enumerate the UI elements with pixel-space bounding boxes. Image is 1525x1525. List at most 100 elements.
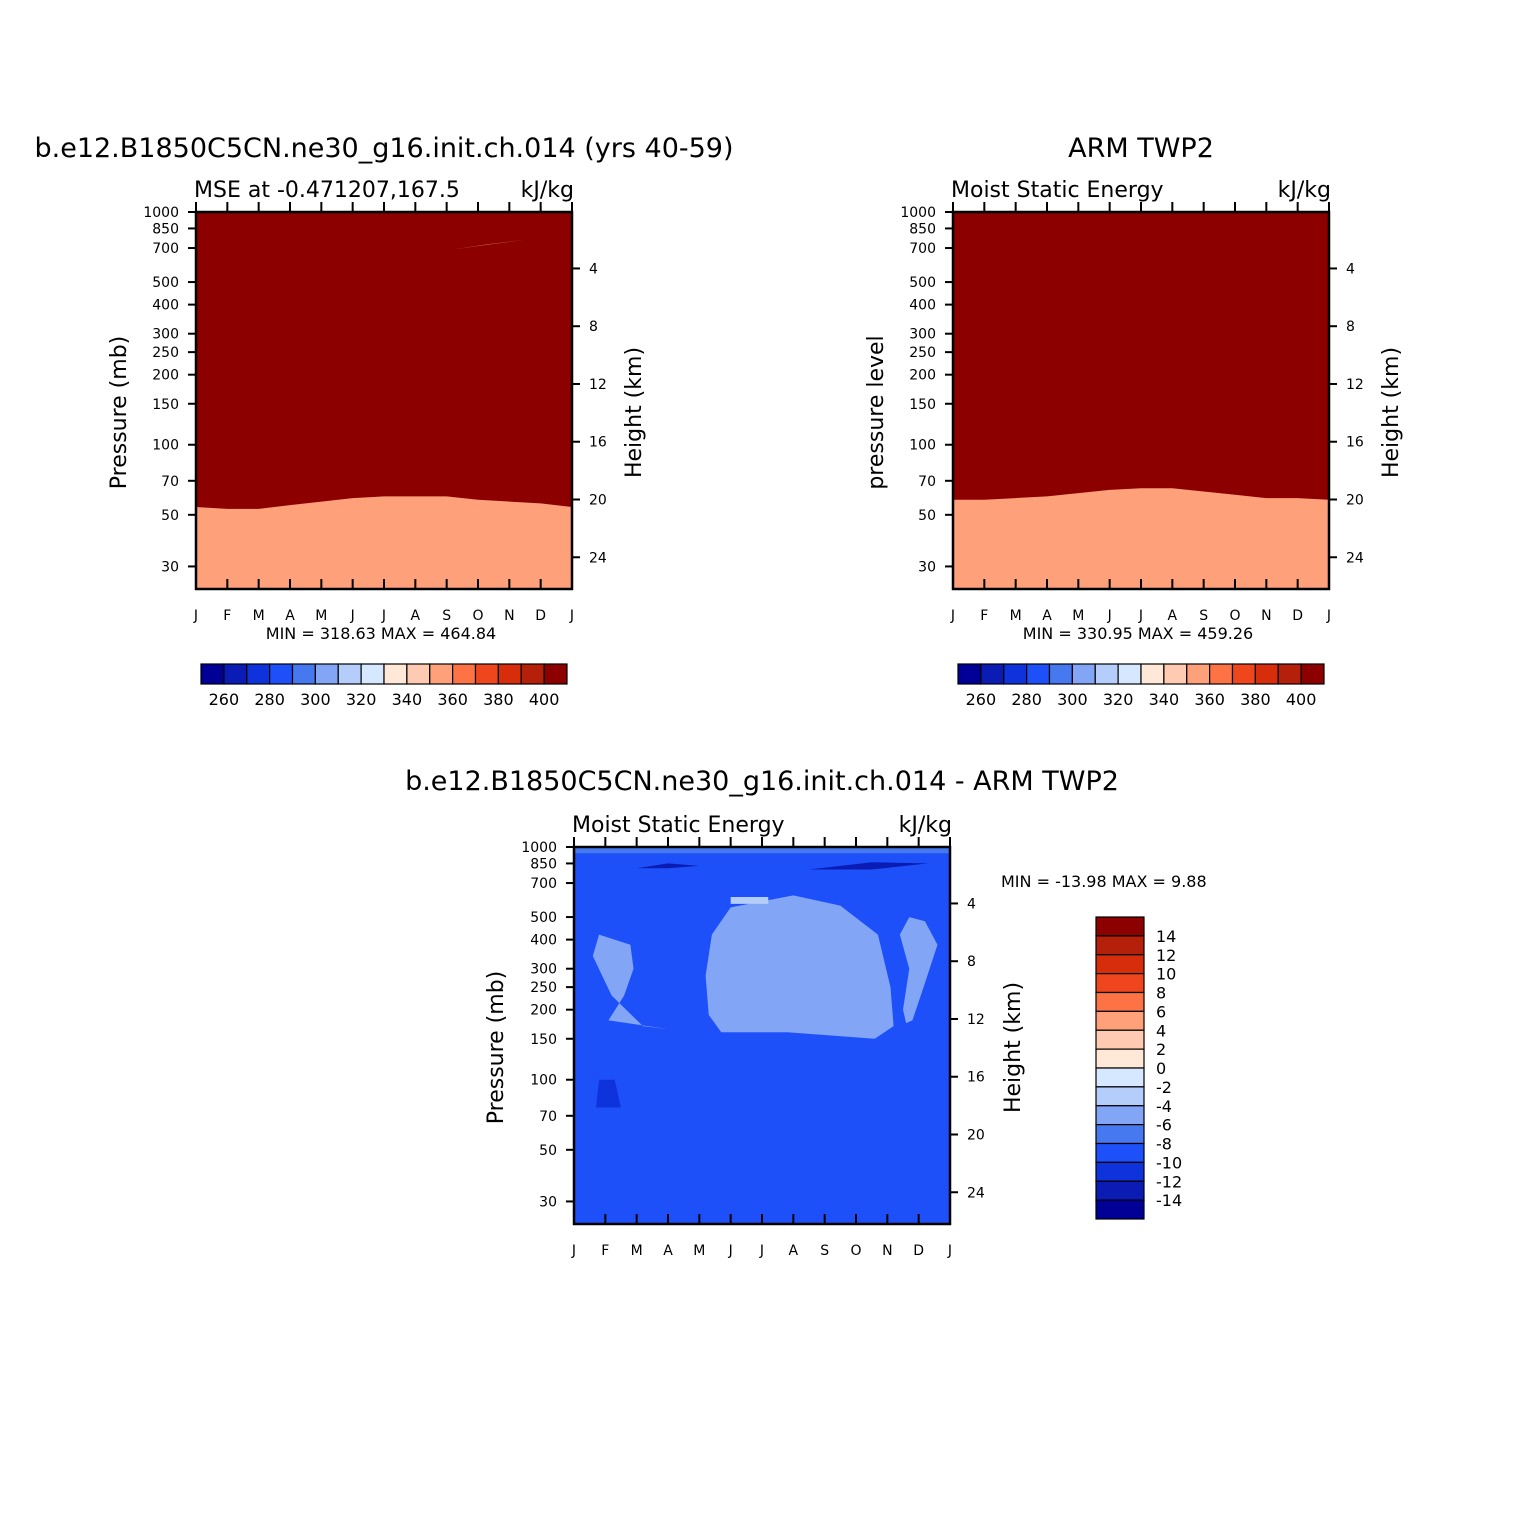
contour-field [953, 212, 1329, 589]
colorbar-label: 400 [529, 690, 560, 709]
min-max-label: MIN = 318.63 MAX = 464.84 [266, 624, 496, 643]
pressure-tick-label: 1000 [143, 205, 179, 221]
colorbar-box [383, 663, 408, 685]
height-tick-label: 24 [967, 1185, 985, 1201]
height-tick-label: 16 [1346, 435, 1364, 451]
colorbar-label: 4 [1156, 1021, 1166, 1040]
contour-blob [705, 895, 894, 1039]
colorbar-label: 280 [254, 690, 285, 709]
pressure-tick-label: 500 [909, 275, 936, 291]
colorbar-label: 320 [346, 690, 377, 709]
pressure-tick-label: 150 [909, 397, 936, 413]
height-tick-label: 8 [589, 319, 598, 335]
colorbar-label: 360 [437, 690, 468, 709]
colorbar-box [543, 663, 568, 685]
min-max-label: MIN = -13.98 MAX = 9.88 [1001, 872, 1207, 891]
height-tick-label: 8 [967, 954, 976, 970]
colorbar-label: 8 [1156, 984, 1166, 1003]
colorbar-box [1095, 1029, 1145, 1050]
colorbar-box [291, 663, 316, 685]
month-tick-label: F [601, 1243, 609, 1259]
month-tick-label: M [253, 608, 265, 624]
colorbar-label: 14 [1156, 927, 1176, 946]
month-tick-label: F [980, 608, 988, 624]
colorbar-label: 400 [1286, 690, 1317, 709]
pressure-tick-label: 50 [918, 508, 936, 524]
height-tick-label: 20 [967, 1127, 985, 1143]
colorbar-box [1095, 935, 1145, 956]
chart-subtitle: MSE at -0.471207,167.5 [194, 178, 460, 203]
colorbar-box [246, 663, 271, 685]
pressure-tick-label: 300 [530, 962, 557, 978]
pressure-tick-label: 850 [530, 856, 557, 872]
month-tick-label: A [1168, 608, 1178, 624]
pressure-tick-label: 100 [909, 438, 936, 454]
pressure-tick-label: 250 [530, 980, 557, 996]
colorbar-box [1095, 1199, 1145, 1220]
contour-blob [730, 896, 769, 904]
colorbar-box [1095, 1124, 1145, 1145]
height-tick-label: 12 [589, 377, 607, 393]
observed-mse-chart: J F M A M J J A S O N D J 30 50 70 100 150 200 250 300 400 500… [864, 133, 1404, 709]
colorbar-label: 360 [1194, 690, 1225, 709]
month-tick-label: A [411, 608, 421, 624]
colorbar: 260 280 300 320 340 360 380 400 [957, 663, 1325, 709]
contour-blob [899, 917, 938, 1024]
colorbar-box [1254, 663, 1279, 685]
chart-subtitle: Moist Static Energy [951, 178, 1164, 203]
height-tick-label: 16 [589, 435, 607, 451]
height-tick-label: 20 [1346, 492, 1364, 508]
colorbar-box [1094, 663, 1119, 685]
contour-blob [809, 862, 929, 870]
pressure-tick-label: 200 [152, 368, 179, 384]
month-tick-label: S [1199, 608, 1208, 624]
colorbar-box [1300, 663, 1325, 685]
y2-axis-label: Height (km) [1001, 982, 1026, 1113]
pressure-tick-label: 100 [530, 1073, 557, 1089]
month-tick-label: J [1107, 608, 1112, 624]
colorbar-box [1095, 1161, 1145, 1182]
colorbar-box [957, 663, 982, 685]
pressure-tick-label: 100 [152, 438, 179, 454]
pressure-tick-label: 70 [161, 474, 179, 490]
height-tick-label: 4 [589, 261, 598, 277]
month-tick-label: N [1261, 608, 1271, 624]
month-tick-label: J [571, 1243, 576, 1259]
month-tick-label: D [1292, 608, 1303, 624]
colorbar-box [1140, 663, 1165, 685]
pressure-tick-label: 30 [161, 559, 179, 575]
colorbar-label: -8 [1156, 1135, 1172, 1154]
colorbar-box [1003, 663, 1028, 685]
height-tick-label: 12 [967, 1012, 985, 1028]
y2-axis-label: Height (km) [622, 347, 647, 478]
month-tick-label: D [535, 608, 546, 624]
pressure-tick-label: 400 [152, 298, 179, 314]
y2-axis-label: Height (km) [1379, 347, 1404, 478]
colorbar-box [980, 663, 1005, 685]
pressure-tick-label: 850 [909, 221, 936, 237]
colorbar-label: 260 [966, 690, 997, 709]
chart-units: kJ/kg [521, 178, 574, 203]
colorbar-box [1209, 663, 1234, 685]
y-axis-label: Pressure (mb) [484, 971, 509, 1125]
chart-units: kJ/kg [899, 813, 952, 838]
colorbar-box [200, 663, 225, 685]
contour-field [196, 212, 572, 589]
pressure-tick-label: 700 [909, 241, 936, 257]
colorbar-box [269, 663, 294, 685]
pressure-tick-label: 700 [152, 241, 179, 257]
colorbar-box [1095, 1142, 1145, 1163]
pressure-tick-label: 300 [152, 327, 179, 343]
colorbar-label: 10 [1156, 965, 1176, 984]
pressure-tick-label: 200 [909, 368, 936, 384]
colorbar-label: 340 [392, 690, 423, 709]
colorbar-box [1095, 1067, 1145, 1088]
pressure-tick-label: 70 [539, 1109, 557, 1125]
colorbar-box [1048, 663, 1073, 685]
colorbar-box [1095, 1086, 1145, 1107]
colorbar-box [360, 663, 385, 685]
colorbar-label: 380 [1240, 690, 1271, 709]
colorbar-label: 280 [1011, 690, 1042, 709]
month-tick-label: M [693, 1243, 705, 1259]
